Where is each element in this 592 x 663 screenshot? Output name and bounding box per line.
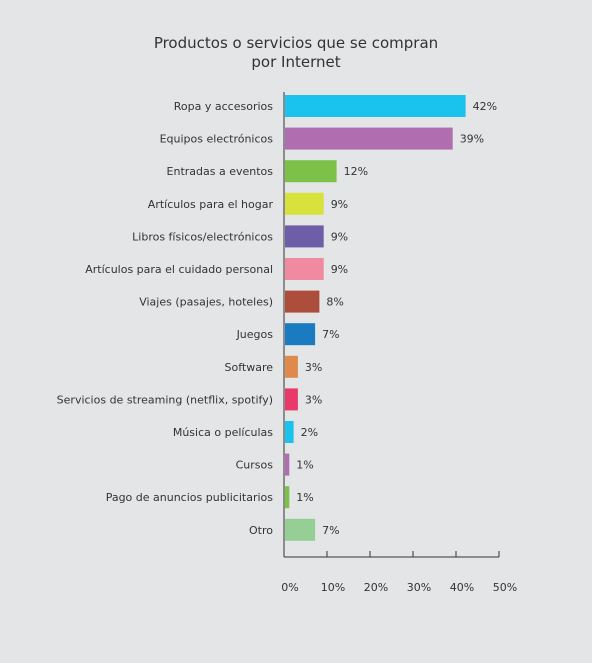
bar: [285, 323, 316, 346]
value-label: 7%: [322, 328, 339, 341]
x-tick-label: 50%: [493, 581, 517, 594]
category-label: Música o películas: [173, 426, 273, 439]
bar: [285, 127, 453, 150]
category-label: Cursos: [236, 459, 274, 472]
value-label: 1%: [296, 491, 313, 504]
bar: [285, 95, 466, 117]
category-label: Artículos para el hogar: [148, 198, 274, 211]
bar: [285, 486, 290, 509]
bar: [285, 421, 294, 443]
x-tick-label: 40%: [450, 581, 474, 594]
x-tick-label: 10%: [321, 581, 345, 594]
bar: [285, 355, 298, 378]
bar: [285, 225, 324, 248]
value-label: 12%: [344, 165, 368, 178]
x-tick-label: 20%: [364, 581, 388, 594]
category-label: Viajes (pasajes, hoteles): [139, 296, 273, 309]
x-tick-label: 30%: [407, 581, 431, 594]
category-label: Software: [225, 361, 274, 374]
value-label: 42%: [473, 100, 497, 113]
value-label: 39%: [460, 133, 484, 146]
chart-title-line-1: Productos o servicios que se compran: [153, 34, 439, 52]
category-label: Juegos: [236, 328, 274, 341]
category-label: Ropa y accesorios: [174, 100, 273, 113]
value-label: 1%: [296, 459, 313, 472]
bar: [285, 160, 337, 183]
category-label: Servicios de streaming (netflix, spotify…: [57, 393, 273, 406]
bar: [285, 192, 324, 215]
value-label: 9%: [331, 198, 348, 211]
bar: [285, 258, 324, 280]
category-label: Equipos electrónicos: [160, 133, 274, 146]
x-tick-label: 0%: [281, 581, 298, 594]
category-label: Entradas a eventos: [167, 165, 274, 178]
category-label: Pago de anuncios publicitarios: [106, 491, 274, 504]
value-label: 2%: [301, 426, 318, 439]
bar: [285, 518, 316, 541]
value-label: 7%: [322, 524, 339, 537]
value-label: 3%: [305, 361, 322, 374]
bar: [285, 290, 320, 313]
bar: [285, 453, 290, 476]
value-label: 3%: [305, 393, 322, 406]
category-label: Libros físicos/electrónicos: [132, 230, 273, 243]
category-label: Artículos para el cuidado personal: [85, 263, 273, 276]
category-label: Otro: [249, 524, 273, 537]
value-label: 9%: [331, 263, 348, 276]
value-label: 8%: [326, 296, 343, 309]
chart-title-line-2: por Internet: [251, 53, 341, 71]
bar: [285, 388, 298, 411]
value-label: 9%: [331, 230, 348, 243]
